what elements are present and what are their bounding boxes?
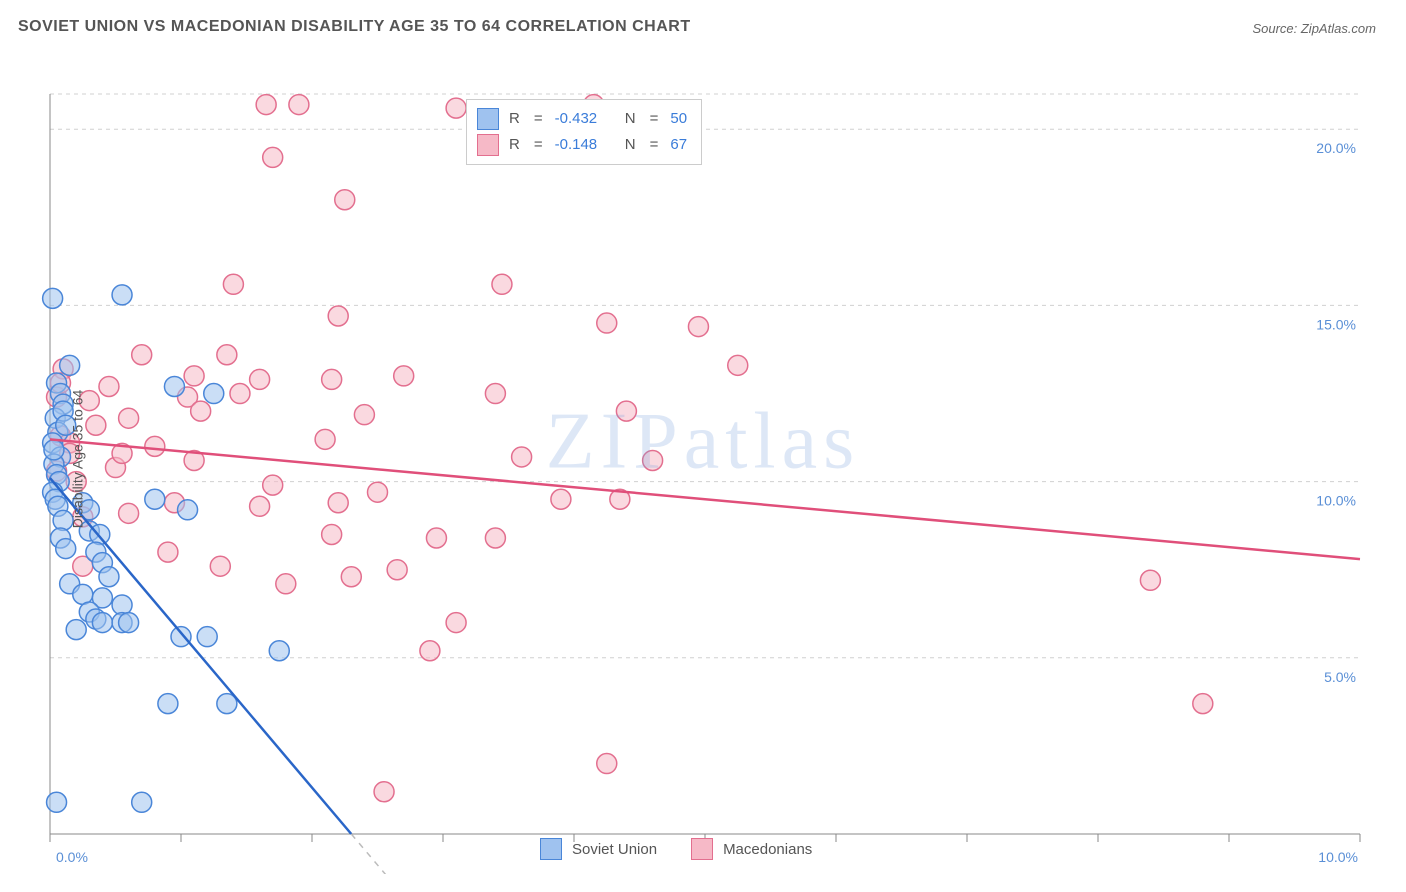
stat-r-value-macedonian: -0.148: [555, 132, 613, 158]
svg-text:20.0%: 20.0%: [1316, 140, 1356, 156]
source-label: Source: ZipAtlas.com: [1252, 21, 1376, 36]
stat-r-label: R: [509, 106, 520, 132]
legend-label-soviet: Soviet Union: [572, 841, 657, 858]
legend-item-macedonian: Macedonians: [691, 838, 812, 860]
legend-label-macedonian: Macedonians: [723, 841, 812, 858]
stat-n-label: N: [621, 132, 636, 158]
swatch-soviet: [477, 108, 499, 130]
stats-row-soviet: R = -0.432 N = 50: [477, 106, 687, 132]
chart-legend: Soviet Union Macedonians: [540, 838, 812, 860]
svg-text:10.0%: 10.0%: [1316, 493, 1356, 509]
stat-n-value-soviet: 50: [670, 106, 687, 132]
source-prefix: Source:: [1252, 21, 1300, 36]
svg-text:0.0%: 0.0%: [56, 849, 88, 865]
stats-row-macedonian: R = -0.148 N = 67: [477, 132, 687, 158]
svg-text:5.0%: 5.0%: [1324, 669, 1356, 685]
chart-area: Disability Age 35 to 64 ZIPatlas 0.0%10.…: [0, 44, 1406, 874]
stat-n-label: N: [621, 106, 636, 132]
y-axis-label: Disability Age 35 to 64: [69, 390, 85, 529]
scatter-plot-svg: 0.0% 10.0% 5.0% 10.0% 15.0% 20.0%: [0, 44, 1406, 874]
stat-n-value-macedonian: 67: [670, 132, 687, 158]
svg-text:15.0%: 15.0%: [1316, 316, 1356, 332]
chart-title: SOVIET UNION VS MACEDONIAN DISABILITY AG…: [18, 18, 691, 36]
legend-item-soviet: Soviet Union: [540, 838, 657, 860]
legend-swatch-macedonian: [691, 838, 713, 860]
svg-text:10.0%: 10.0%: [1318, 849, 1358, 865]
correlation-stats-box: R = -0.432 N = 50 R = -0.148 N = 67: [466, 99, 702, 165]
legend-swatch-soviet: [540, 838, 562, 860]
source-link[interactable]: ZipAtlas.com: [1301, 21, 1376, 36]
swatch-macedonian: [477, 134, 499, 156]
stat-r-value-soviet: -0.432: [555, 106, 613, 132]
stat-r-label: R: [509, 132, 520, 158]
header: SOVIET UNION VS MACEDONIAN DISABILITY AG…: [0, 0, 1406, 44]
